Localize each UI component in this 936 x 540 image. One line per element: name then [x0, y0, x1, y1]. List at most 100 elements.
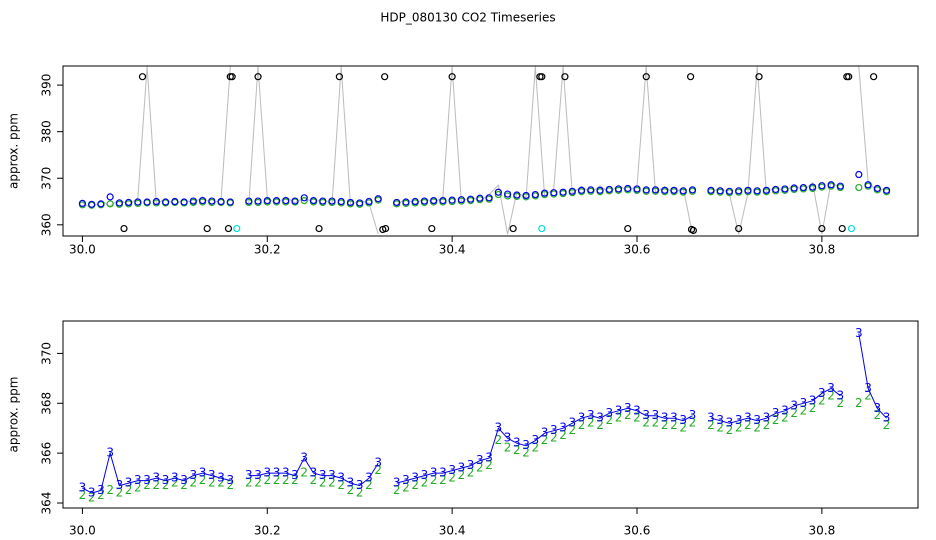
point	[679, 187, 687, 195]
point-symbol: 3	[171, 471, 179, 485]
point-symbol: 3	[772, 406, 780, 420]
point	[799, 183, 807, 192]
point-symbol: 3	[153, 471, 161, 485]
point	[356, 199, 364, 207]
point-symbol: 2	[476, 461, 484, 475]
point-symbol: 3	[800, 396, 808, 410]
point-symbol: 2	[744, 418, 752, 432]
point	[198, 197, 207, 205]
point-symbol: 2	[300, 466, 308, 480]
point-symbol: 3	[328, 468, 336, 482]
point-symbol: 2	[430, 473, 438, 487]
point-symbol: 3	[347, 476, 355, 490]
point-symbol: 3	[522, 438, 530, 452]
point	[577, 186, 586, 194]
point	[725, 187, 734, 195]
point	[587, 186, 595, 194]
point-symbol: 3	[199, 466, 207, 480]
point-symbol: 3	[319, 468, 327, 482]
point	[605, 185, 613, 194]
point	[762, 186, 771, 194]
point-symbol: 3	[263, 466, 271, 480]
point	[476, 194, 484, 202]
point	[272, 197, 281, 205]
series-line	[82, 333, 887, 494]
point-symbol: 2	[411, 478, 419, 492]
x-tick-label: 30.4	[439, 524, 466, 538]
point-symbol: 2	[180, 478, 188, 492]
point-symbol: 3	[106, 446, 114, 460]
point-symbol: 3	[125, 476, 133, 490]
point-symbol: 2	[587, 416, 595, 430]
y-tick-label: 370	[40, 342, 54, 365]
point	[651, 186, 660, 194]
point-symbol: 3	[79, 481, 87, 495]
point	[855, 183, 863, 192]
point	[538, 73, 546, 81]
point	[882, 186, 891, 194]
x-tick-label: 30.8	[809, 243, 836, 257]
point	[687, 73, 695, 81]
point-symbol: 3	[855, 326, 863, 340]
point-symbol: 3	[430, 466, 438, 480]
point	[836, 182, 844, 190]
point	[790, 184, 798, 192]
point	[254, 73, 262, 81]
point	[138, 73, 147, 81]
point	[309, 197, 318, 205]
point	[337, 197, 345, 206]
point-symbol: 2	[726, 423, 734, 437]
point-symbol: 2	[716, 421, 724, 435]
point	[735, 224, 743, 233]
point-symbol: 3	[245, 468, 253, 482]
y-tick-label: 360	[40, 213, 54, 236]
point-symbol: 2	[328, 476, 336, 490]
point-symbol: 3	[467, 458, 475, 472]
point-symbol: 3	[532, 433, 540, 447]
point	[291, 197, 299, 205]
point-symbol: 2	[208, 476, 216, 490]
point-symbol: 3	[448, 463, 456, 477]
point	[818, 224, 826, 233]
point-symbol: 3	[670, 411, 678, 425]
point-symbol: 2	[652, 416, 660, 430]
point-symbol: 2	[402, 481, 410, 495]
point	[245, 197, 253, 205]
point-symbol: 2	[467, 466, 475, 480]
point	[134, 198, 142, 206]
point-symbol: 2	[153, 478, 161, 492]
point	[772, 185, 780, 194]
point	[228, 73, 236, 81]
point-symbol: 3	[291, 468, 299, 482]
point-symbol: 2	[365, 478, 373, 492]
point-symbol: 2	[125, 483, 133, 497]
point-symbol: 2	[624, 408, 632, 422]
point	[864, 181, 872, 189]
point	[381, 73, 389, 81]
point-symbol: 2	[781, 411, 789, 425]
point-symbol: 3	[411, 471, 419, 485]
point	[97, 200, 105, 208]
point	[88, 200, 96, 208]
point-symbol: 3	[578, 411, 586, 425]
point	[633, 185, 641, 193]
point-symbol: 2	[374, 463, 382, 477]
point-symbol: 3	[716, 413, 724, 427]
point	[873, 184, 881, 193]
point-symbol: 3	[568, 416, 576, 430]
point-symbol: 2	[818, 393, 826, 407]
point	[335, 73, 343, 81]
point	[115, 199, 123, 207]
point	[485, 194, 493, 202]
point-symbol: 2	[633, 411, 641, 425]
point	[522, 191, 530, 200]
point	[208, 197, 216, 205]
point	[411, 197, 419, 206]
y-tick-label: 370	[40, 167, 54, 190]
point-symbol: 3	[550, 423, 558, 437]
point-symbol: 2	[541, 433, 549, 447]
point	[689, 226, 697, 235]
point-symbol: 2	[763, 418, 771, 432]
point-symbol: 2	[106, 483, 114, 497]
point-symbol: 3	[874, 401, 882, 415]
